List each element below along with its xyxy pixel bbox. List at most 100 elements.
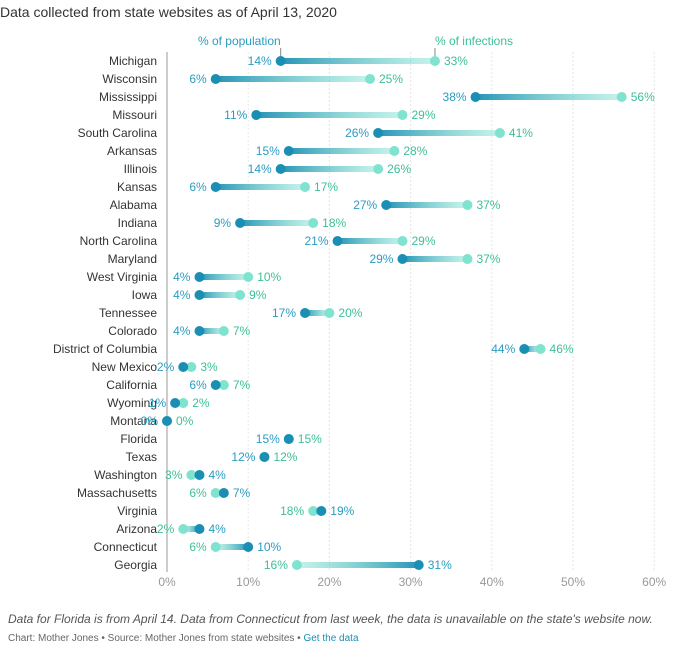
- population-dot: [259, 452, 270, 462]
- range-bar: [296, 562, 419, 568]
- infections-dot: [218, 380, 229, 390]
- infections-dot: [235, 290, 246, 300]
- infections-dot: [324, 308, 335, 318]
- infections-dot: [300, 182, 311, 192]
- population-value-label: 19%: [330, 504, 354, 518]
- state-label: Indiana: [118, 216, 158, 230]
- infections-value-label: 28%: [403, 144, 427, 158]
- infections-value-label: 37%: [476, 198, 500, 212]
- x-tick-label: 40%: [480, 575, 504, 589]
- range-bar: [378, 130, 500, 136]
- population-value-label: 38%: [443, 90, 467, 104]
- population-dot: [251, 110, 262, 120]
- infections-dot: [429, 56, 440, 66]
- population-value-label: 11%: [224, 108, 247, 122]
- infections-dot: [210, 542, 221, 552]
- range-bar: [402, 256, 468, 262]
- infections-dot: [291, 560, 302, 570]
- infections-value-label: 2%: [157, 522, 175, 536]
- range-bar: [215, 544, 249, 550]
- infections-value-label: 2%: [192, 396, 210, 410]
- population-dot: [470, 92, 481, 102]
- population-dot: [218, 488, 229, 498]
- infections-value-label: 3%: [165, 468, 183, 482]
- x-tick-label: 0%: [158, 575, 176, 589]
- infections-dot: [397, 110, 408, 120]
- infections-value-label: 6%: [189, 540, 207, 554]
- population-dot: [300, 308, 311, 318]
- infections-value-label: 29%: [411, 108, 435, 122]
- population-dot: [178, 362, 189, 372]
- range-bar: [199, 292, 241, 298]
- state-label: District of Columbia: [53, 342, 157, 356]
- population-dot: [210, 74, 221, 84]
- state-label: Mississippi: [99, 90, 157, 104]
- legend-label-infections: % of infections: [435, 34, 513, 48]
- population-dot: [275, 164, 286, 174]
- population-value-label: 6%: [189, 378, 207, 392]
- population-dot: [519, 344, 530, 354]
- state-label: Florida: [120, 432, 157, 446]
- population-dot: [413, 560, 424, 570]
- infections-dot: [462, 254, 473, 264]
- population-dot: [170, 398, 181, 408]
- state-label: West Virginia: [87, 270, 158, 284]
- infections-value-label: 7%: [233, 324, 251, 338]
- infections-dot: [462, 200, 473, 210]
- population-dot: [194, 290, 205, 300]
- population-value-label: 1%: [149, 396, 167, 410]
- state-label: Washington: [94, 468, 157, 482]
- range-bar: [524, 346, 541, 352]
- population-dot: [283, 434, 294, 444]
- range-bar: [183, 526, 200, 532]
- range-bar: [288, 148, 395, 154]
- range-bar: [280, 166, 379, 172]
- state-label: Missouri: [112, 108, 157, 122]
- infections-dot: [373, 164, 384, 174]
- chart-subtitle: Data collected from state websites as of…: [0, 4, 337, 20]
- infections-value-label: 16%: [264, 558, 288, 572]
- population-dot: [332, 236, 343, 246]
- infections-value-label: 26%: [387, 162, 411, 176]
- population-value-label: 9%: [214, 216, 232, 230]
- footnote: Data for Florida is from April 14. Data …: [8, 612, 653, 626]
- population-value-label: 4%: [208, 522, 226, 536]
- state-label: Michigan: [109, 54, 157, 68]
- population-dot: [162, 416, 172, 426]
- infections-dot: [389, 146, 400, 156]
- infections-dot: [535, 344, 546, 354]
- population-value-label: 31%: [428, 558, 452, 572]
- infections-dot: [243, 272, 254, 282]
- infections-value-label: 3%: [200, 360, 218, 374]
- infections-dot: [308, 218, 319, 228]
- infections-dot: [397, 236, 408, 246]
- state-label: Tennessee: [99, 306, 157, 320]
- infections-dot: [616, 92, 627, 102]
- infections-value-label: 18%: [280, 504, 304, 518]
- infections-value-label: 12%: [273, 450, 297, 464]
- population-value-label: 12%: [231, 450, 255, 464]
- population-dot: [235, 218, 246, 228]
- population-value-label: 7%: [233, 486, 251, 500]
- population-value-label: 17%: [272, 306, 296, 320]
- infections-dot: [186, 470, 197, 480]
- state-label: Illinois: [124, 162, 157, 176]
- population-value-label: 2%: [157, 360, 175, 374]
- infections-value-label: 0%: [176, 414, 194, 428]
- population-value-label: 15%: [256, 144, 280, 158]
- range-bar: [240, 220, 314, 226]
- range-bar: [215, 184, 306, 190]
- population-value-label: 4%: [173, 324, 191, 338]
- range-bar: [199, 328, 224, 334]
- range-bar: [215, 76, 370, 82]
- state-label: Colorado: [108, 324, 157, 338]
- population-value-label: 14%: [248, 162, 272, 176]
- infections-value-label: 17%: [314, 180, 338, 194]
- get-data-link[interactable]: Get the data: [303, 633, 359, 644]
- infections-value-label: 15%: [298, 432, 322, 446]
- population-dot: [210, 182, 221, 192]
- state-label: Maryland: [108, 252, 157, 266]
- population-value-label: 0%: [141, 414, 159, 428]
- infections-value-label: 9%: [249, 288, 267, 302]
- infections-value-label: 20%: [338, 306, 362, 320]
